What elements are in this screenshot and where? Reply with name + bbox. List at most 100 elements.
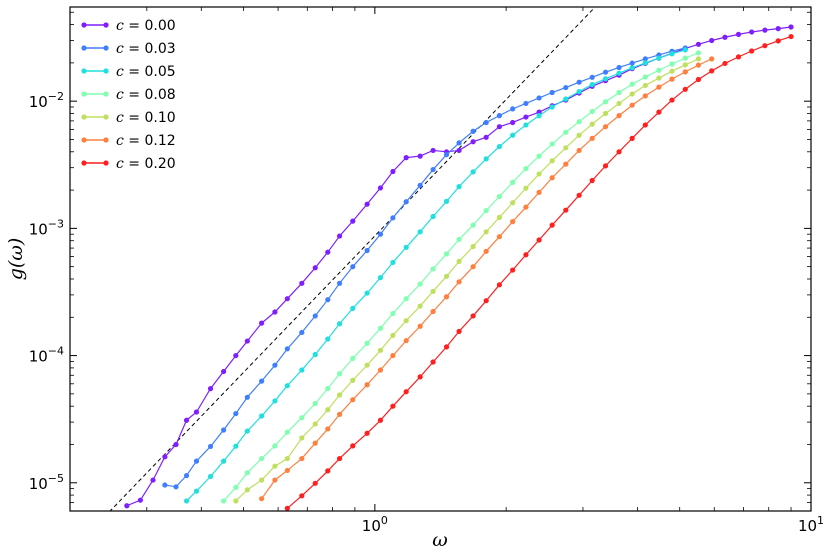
data-point <box>312 313 318 319</box>
data-point <box>682 69 688 75</box>
data-point <box>576 88 582 95</box>
data-point <box>762 43 768 49</box>
data-point <box>642 122 648 128</box>
data-point <box>390 352 396 359</box>
data-point <box>749 29 755 35</box>
data-point <box>775 38 781 44</box>
data-point <box>602 163 609 169</box>
data-point <box>325 249 331 255</box>
series-2 <box>183 47 688 504</box>
data-point <box>430 147 436 154</box>
data-point <box>173 441 179 448</box>
y-tick-label: 10−2 <box>29 90 64 111</box>
data-point <box>788 24 794 30</box>
data-point <box>483 298 489 304</box>
data-point <box>259 477 265 483</box>
data-point <box>364 382 370 388</box>
data-point <box>576 79 582 85</box>
y-tick-label: 10−5 <box>29 472 64 493</box>
data-point <box>390 168 396 175</box>
data-point <box>403 155 409 161</box>
data-point <box>523 204 529 210</box>
data-point <box>364 201 370 207</box>
data-point <box>589 108 595 115</box>
data-point <box>137 497 143 503</box>
data-point <box>589 177 595 184</box>
data-point <box>616 70 622 76</box>
data-point <box>284 505 290 511</box>
data-point <box>682 47 688 53</box>
legend: c = 0.00 c = 0.03 c = 0.05 c = 0.08 c = 0.10… <box>81 18 176 172</box>
legend-item-0: c = 0.00 <box>81 18 176 34</box>
data-point <box>336 233 343 239</box>
series-line <box>235 58 699 502</box>
data-point <box>510 267 516 273</box>
data-point <box>669 61 675 67</box>
data-point <box>470 243 476 250</box>
data-point <box>193 409 200 415</box>
data-point <box>510 106 516 112</box>
legend-item-1: c = 0.03 <box>81 41 176 57</box>
series-line <box>286 36 792 509</box>
data-point <box>669 76 675 82</box>
plot-frame <box>69 6 812 512</box>
data-point <box>403 318 409 324</box>
legend-marker <box>103 91 109 97</box>
data-point <box>325 407 331 413</box>
data-point <box>735 54 742 60</box>
data-point <box>325 426 331 432</box>
data-point <box>150 477 156 483</box>
data-point <box>350 355 356 362</box>
data-point <box>350 264 356 270</box>
data-point <box>183 498 190 504</box>
data-point <box>602 69 609 75</box>
data-point <box>470 313 476 319</box>
y-axis-label: g(ω) <box>5 238 27 280</box>
data-point <box>377 231 384 237</box>
legend-marker <box>103 22 109 28</box>
data-point <box>642 60 648 66</box>
data-point <box>299 280 305 286</box>
data-point <box>272 362 278 368</box>
series-5 <box>259 56 715 502</box>
data-point <box>312 440 318 446</box>
data-point <box>682 86 688 92</box>
data-point <box>403 338 409 344</box>
data-point <box>183 417 190 423</box>
data-point <box>390 310 396 317</box>
data-point <box>536 171 542 177</box>
data-point <box>284 429 290 435</box>
data-point <box>364 362 370 368</box>
series-0 <box>124 24 794 509</box>
data-point <box>563 96 569 102</box>
data-point <box>221 368 227 375</box>
legend-item-5: c = 0.12 <box>81 133 176 149</box>
data-point <box>350 218 356 224</box>
data-point <box>403 389 409 395</box>
data-point <box>549 175 555 181</box>
data-point <box>470 264 476 270</box>
y-tick-label: 10−4 <box>29 345 64 366</box>
data-point <box>259 455 265 462</box>
data-point <box>233 410 239 417</box>
data-point <box>563 161 569 167</box>
data-point <box>669 97 675 103</box>
data-point <box>695 50 702 56</box>
data-point <box>430 166 436 173</box>
data-point <box>483 229 489 235</box>
data-point <box>336 392 343 398</box>
legend-marker <box>81 137 87 143</box>
data-point <box>272 477 278 483</box>
data-point <box>589 81 595 88</box>
data-point <box>430 266 436 272</box>
data-point <box>173 484 179 490</box>
legend-item-3: c = 0.08 <box>81 87 176 103</box>
legend-marker <box>81 91 87 97</box>
x-axis-label: ω <box>432 529 448 551</box>
data-point <box>312 421 318 427</box>
data-point <box>325 386 331 392</box>
data-point <box>523 166 529 172</box>
data-point <box>193 488 200 494</box>
data-point <box>299 435 305 441</box>
